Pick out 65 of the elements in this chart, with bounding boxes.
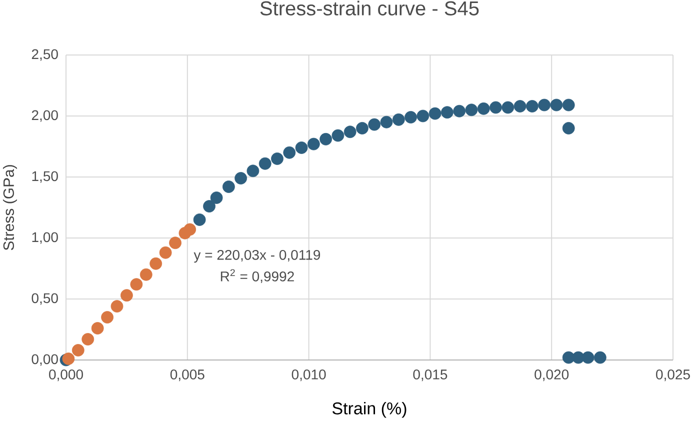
point <box>416 110 430 122</box>
point <box>150 257 162 270</box>
point <box>550 98 563 112</box>
point <box>404 111 417 124</box>
y-tick-label: 1,00 <box>32 232 58 244</box>
point <box>562 122 575 134</box>
point <box>441 106 454 119</box>
point <box>120 289 133 302</box>
x-tick-label: 0,015 <box>413 370 448 382</box>
point <box>101 311 114 324</box>
point <box>234 172 248 184</box>
point <box>538 98 551 112</box>
point <box>140 268 152 281</box>
x-axis-title: Strain (%) <box>332 402 406 418</box>
point <box>562 98 575 112</box>
point <box>477 102 490 115</box>
point <box>130 278 143 291</box>
point <box>72 344 84 356</box>
point <box>514 100 526 112</box>
point <box>380 116 393 128</box>
point <box>222 180 235 193</box>
point <box>159 246 172 259</box>
x-tick-label: 0,020 <box>534 370 569 382</box>
point <box>526 100 538 112</box>
point <box>258 157 272 170</box>
point <box>307 138 320 150</box>
annotation: y = 220,03x - 0,0119 <box>194 250 320 263</box>
x-tick-label: 0,000 <box>49 370 83 382</box>
y-axis-title: Stress (GPa) <box>2 165 17 250</box>
point <box>295 142 308 154</box>
chart-title: Stress-strain curve - S45 <box>260 0 479 16</box>
point <box>271 152 284 165</box>
y-tick-label: 2,50 <box>32 49 58 61</box>
point <box>210 192 223 204</box>
point <box>356 122 368 134</box>
point <box>332 129 344 142</box>
point <box>582 351 594 364</box>
point <box>110 300 124 313</box>
point <box>320 132 332 146</box>
annotation: R$^{2}$ = 0,9992 <box>220 269 294 284</box>
point <box>368 118 381 131</box>
point <box>428 107 442 120</box>
y-tick-label: 2,00 <box>32 110 58 122</box>
x-tick-label: 0,005 <box>170 370 204 382</box>
x-tick-label: 0,010 <box>292 370 326 382</box>
point <box>465 104 478 116</box>
point <box>594 351 606 364</box>
point <box>246 164 260 178</box>
point <box>344 126 356 138</box>
point <box>502 101 514 114</box>
point <box>392 113 405 126</box>
y-tick-label: 0,00 <box>32 354 58 366</box>
point <box>490 101 502 114</box>
x-tick-label: 0,025 <box>656 370 690 382</box>
point <box>193 213 206 226</box>
point <box>453 104 466 118</box>
point <box>62 352 75 365</box>
y-tick-label: 1,50 <box>32 171 58 183</box>
point <box>203 200 216 212</box>
y-tick-label: 0,50 <box>32 293 58 305</box>
point <box>91 322 104 334</box>
point <box>82 333 94 346</box>
point <box>184 223 196 236</box>
point <box>169 236 182 250</box>
point <box>283 146 296 159</box>
